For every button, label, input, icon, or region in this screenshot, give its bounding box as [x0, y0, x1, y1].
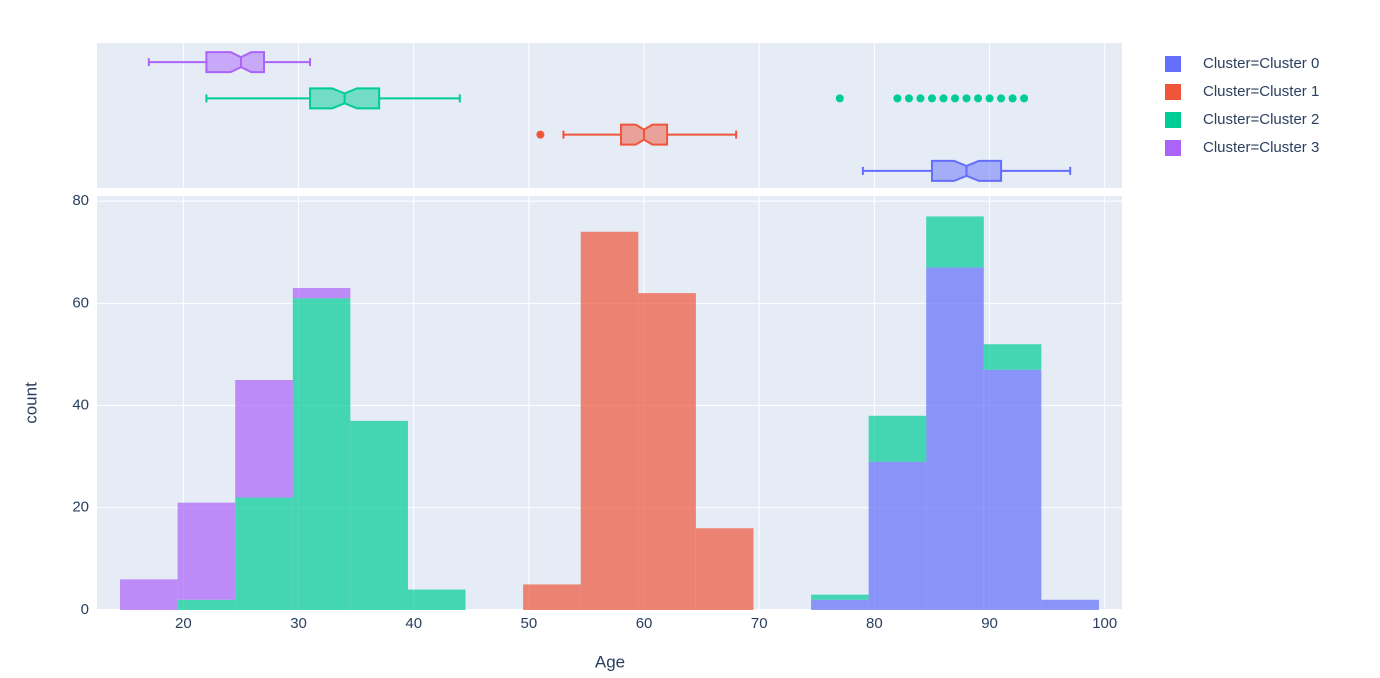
histogram-bar	[292, 288, 351, 299]
outlier	[939, 94, 948, 103]
y-tick-label: 40	[72, 397, 89, 414]
outlier	[974, 94, 983, 103]
x-tick-label: 90	[981, 615, 998, 632]
outlier	[962, 94, 971, 103]
histogram-bar	[926, 216, 984, 268]
histogram-bar	[120, 579, 178, 610]
outlier	[1020, 94, 1029, 103]
histogram-bar	[235, 497, 293, 610]
x-tick-label: 30	[290, 615, 307, 632]
y-tick-label: 60	[72, 294, 89, 311]
outlier	[536, 130, 545, 139]
outlier	[893, 94, 902, 103]
legend-text: Cluster=Cluster 1	[1203, 83, 1319, 100]
histogram-bar	[868, 461, 927, 610]
histogram-bar	[292, 298, 351, 610]
x-tick-label: 70	[751, 615, 768, 632]
histogram-bar	[983, 344, 1042, 370]
legend-swatch	[1165, 140, 1181, 156]
histogram-bar	[811, 594, 869, 600]
x-tick-label: 20	[175, 615, 192, 632]
histogram-bar	[638, 293, 696, 610]
outlier	[1008, 94, 1017, 103]
outlier	[835, 94, 844, 103]
y-tick-label: 0	[81, 601, 89, 618]
legend-text: Cluster=Cluster 3	[1203, 139, 1319, 156]
histogram-bar	[177, 599, 236, 610]
outlier	[904, 94, 913, 103]
histogram-bar	[695, 528, 754, 610]
histogram-bar	[580, 231, 639, 610]
x-tick-label: 40	[405, 615, 422, 632]
outlier	[927, 94, 936, 103]
outlier	[997, 94, 1006, 103]
y-axis-title: count	[21, 382, 40, 424]
x-tick-label: 60	[636, 615, 653, 632]
histogram-bar	[235, 380, 293, 498]
box	[205, 51, 265, 74]
x-tick-label: 100	[1092, 615, 1117, 632]
histogram-bar	[811, 599, 869, 610]
histogram-bar	[350, 420, 408, 610]
histogram-bar	[407, 589, 466, 610]
outlier	[985, 94, 994, 103]
x-tick-label: 80	[866, 615, 883, 632]
histogram-bar	[868, 415, 927, 462]
legend-text: Cluster=Cluster 2	[1203, 111, 1319, 128]
x-axis-title: Age	[595, 652, 625, 671]
y-tick-label: 80	[72, 192, 89, 209]
histogram-bar	[523, 584, 581, 610]
x-tick-label: 50	[521, 615, 538, 632]
y-tick-label: 20	[72, 499, 89, 516]
outlier	[916, 94, 925, 103]
legend-swatch	[1165, 84, 1181, 100]
histogram-bar	[177, 502, 236, 600]
histogram-bar	[926, 267, 984, 610]
legend-swatch	[1165, 56, 1181, 72]
histogram-bar	[983, 369, 1042, 610]
legend-text: Cluster=Cluster 0	[1203, 55, 1319, 72]
legend-swatch	[1165, 112, 1181, 128]
outlier	[951, 94, 960, 103]
histogram-bar	[1041, 599, 1099, 610]
